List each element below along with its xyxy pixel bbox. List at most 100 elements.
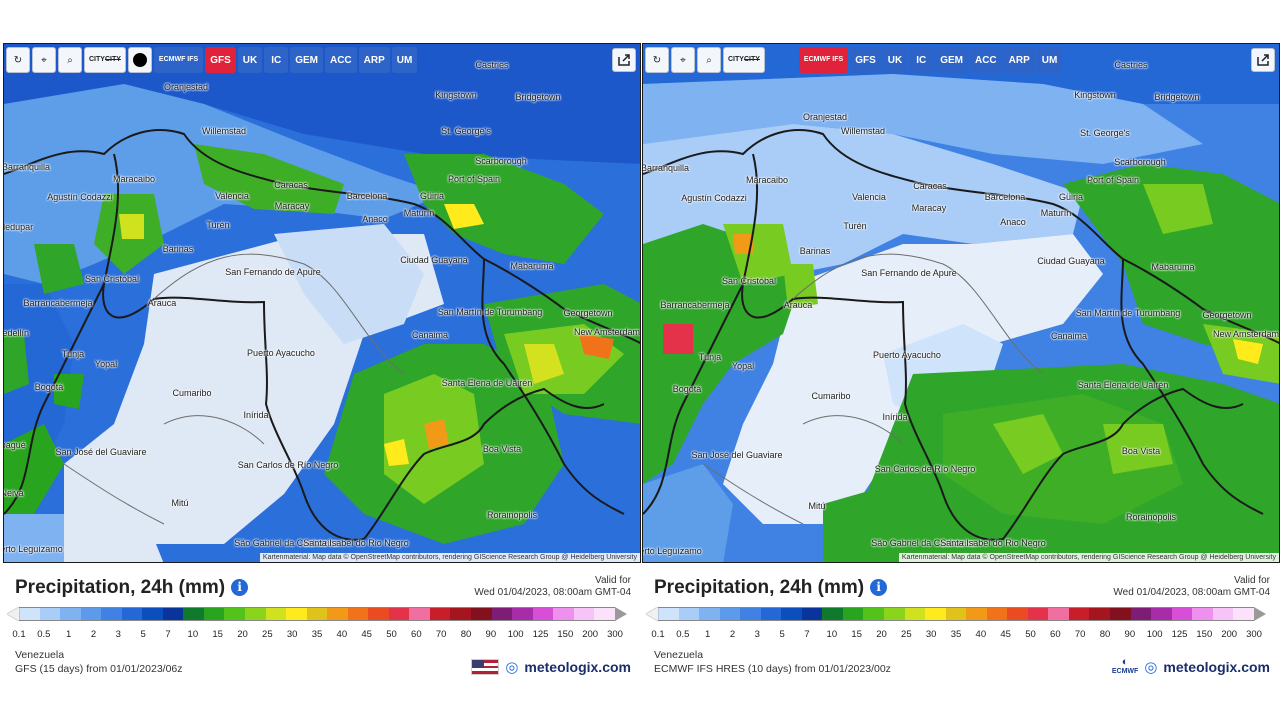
city-label: Barranquilla [642,163,690,173]
scale-tick-label: 40 [975,629,987,640]
city-label: Castries [475,60,509,70]
scale-tick-label: 45 [1000,629,1011,640]
scale-tick-label: 5 [140,629,146,640]
city-label: New Amsterdam [573,327,641,337]
scale-tick-label: 125 [532,629,549,640]
city-label: San José del Guaviare [55,447,147,457]
scale-color-cell [842,608,864,620]
scale-tick-label: 20 [876,629,887,640]
scale-color-cell [183,608,204,620]
scale-color-cell [429,608,451,620]
model-um-button[interactable]: UM [391,47,418,73]
city-label: Yopal [731,361,755,371]
model-gfs-button[interactable]: GFS [850,47,881,73]
scale-tick-label: 1 [66,629,72,640]
model-uk-button[interactable]: UK [882,47,908,73]
share-icon[interactable] [1251,48,1275,72]
city-toggle-button[interactable]: CITY CITY [84,47,126,73]
scale-tick-label: 2 [90,629,97,640]
model-ecmwf-button[interactable]: ECMWF IFS [153,47,204,73]
model-ecmwf-button[interactable]: ECMWF IFS [798,47,849,73]
scale-color-cell [573,608,595,620]
map-pin-icon[interactable]: ⌖ [671,47,695,73]
scale-color-cell [678,608,700,620]
scale-color-cell [884,608,905,620]
city-label: Santa Isabel do Rio Negro [940,538,1046,548]
info-icon[interactable]: i [231,579,249,596]
region-label: Venezuela [654,649,704,661]
globe-icon: ◎ [1144,659,1158,676]
scale-color-cell [863,608,885,620]
map-background [4,44,640,562]
city-toggle-button[interactable]: CITY CITY [723,47,765,73]
scale-tick-label: 1 [705,629,711,640]
city-label: Willemstad [840,126,886,136]
precipitation-map[interactable]: Castries Kingstown Bridgetown Oranjestad Wil… [642,43,1280,563]
scale-tick-label: 200 [582,629,599,640]
city-label: Puerto Leguízamo [643,546,702,556]
scale-tick-label: 40 [336,629,348,640]
zoom-icon[interactable]: ⌕ [58,47,82,73]
model-acc-button[interactable]: ACC [324,47,357,73]
region-label: Venezuela [15,649,65,661]
zoom-icon[interactable]: ⌕ [697,47,721,73]
brand[interactable]: ◎ meteologix.com [471,658,631,676]
city-label: Rorainópolis [486,510,538,520]
scale-color-cell [1048,608,1069,620]
model-gfs-button[interactable]: GFS [205,47,236,73]
city-label: Ciudad Guayana [400,255,468,265]
scale-color-cell [1110,608,1131,620]
model-gem-button[interactable]: GEM [290,47,323,73]
map-pin-icon[interactable]: ⌖ [32,47,56,73]
scale-color-cell [388,608,410,620]
share-icon[interactable] [612,48,636,72]
city-label: Valencia [852,192,886,202]
precipitation-map[interactable]: Castries Kingstown Bridgetown Oranjestad Wil… [3,43,641,563]
city-label: Maracay [274,201,310,211]
model-acc-button[interactable]: ACC [969,47,1002,73]
scale-tick-label: 150 [1196,629,1213,640]
city-label: San José del Guaviare [691,450,783,460]
scale-color-cell [553,608,574,620]
city-label: Barrancabermeja [23,298,93,308]
model-run-label: GFS (15 days) from 01/01/2023/06z [15,663,183,675]
city-label: Canaima [1050,331,1088,341]
city-label: Turén [206,220,230,230]
city-label: San Cristóbal [84,274,140,284]
dark-mode-button[interactable] [127,47,152,73]
city-label: Puerto Ayacucho [247,348,315,358]
scale-color-cell [142,608,163,620]
scale-color-cell [760,608,782,620]
city-label: Ciudad Guayana [1037,256,1105,266]
ecmwf-map-panel: Castries Kingstown Bridgetown Oranjestad Wil… [642,43,1280,683]
refresh-icon[interactable]: ↻ [645,47,669,73]
model-um-button[interactable]: UM [1036,47,1063,73]
scale-color-cell [491,608,513,620]
scale-color-cell [224,608,246,620]
model-uk-button[interactable]: UK [237,47,263,73]
scale-tick-label: 90 [485,629,497,640]
refresh-icon[interactable]: ↻ [6,47,30,73]
model-arp-button[interactable]: ARP [1003,47,1035,73]
scale-tick-label: 15 [212,629,223,640]
brand[interactable]: ◐ ECMWF ◎ meteologix.com [1111,656,1270,677]
city-label: Bridgetown [1154,92,1200,102]
legend: Precipitation, 24h (mm) i Valid for Wed 01… [642,563,1280,683]
city-label: Canaima [411,330,449,340]
ecmwf-logo-icon: ◐ ECMWF [1111,656,1139,676]
model-gem-button[interactable]: GEM [935,47,968,73]
model-ic-button[interactable]: IC [909,47,934,73]
scale-tick-label: 0.5 [37,629,51,640]
info-icon[interactable]: i [870,579,888,596]
scale-color-cell [945,608,967,620]
scale-color-cell [512,608,533,620]
model-ic-button[interactable]: IC [264,47,289,73]
model-arp-button[interactable]: ARP [358,47,390,73]
scale-color-cell [658,608,679,620]
city-label: Puerto Leguízamo [4,544,63,554]
city-label: Güiria [1058,192,1084,202]
city-label: New Amsterdam [1212,329,1280,339]
city-label: Puerto Ayacucho [873,350,941,360]
color-scale [646,607,1266,621]
scale-tick-label: 25 [262,629,273,640]
